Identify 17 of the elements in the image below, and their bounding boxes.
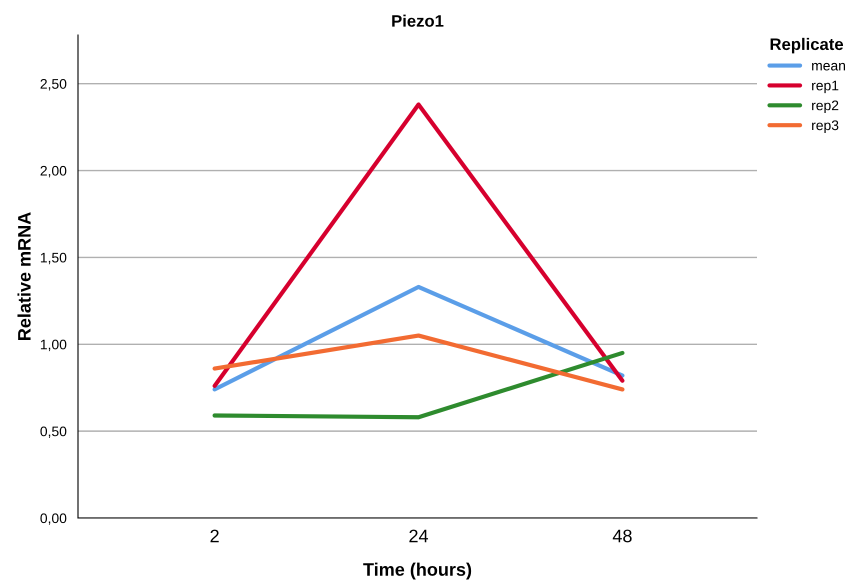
legend-label: rep2 xyxy=(812,100,838,114)
x-axis-title: Time (hours) xyxy=(363,562,472,580)
x-tick-label: 24 xyxy=(409,530,428,542)
y-tick-label: 2,00 xyxy=(40,166,66,178)
x-tick-label: 2 xyxy=(210,530,219,542)
legend-label: mean xyxy=(812,62,846,71)
legend-label: rep3 xyxy=(812,120,838,133)
y-tick-label: 1,00 xyxy=(40,340,66,352)
y-tick-label: 2,50 xyxy=(40,78,66,90)
y-tick-label: 0,00 xyxy=(40,513,66,525)
y-tick-label: 1,50 xyxy=(40,252,66,264)
y-axis-title: Relative mRNA xyxy=(17,212,31,340)
y-tick-label: 0,50 xyxy=(40,426,66,438)
chart-title: Piezo1 xyxy=(392,14,444,27)
x-tick-label: 48 xyxy=(612,530,632,542)
legend-label: rep1 xyxy=(812,80,838,94)
legend-title: Replicate xyxy=(770,38,844,54)
